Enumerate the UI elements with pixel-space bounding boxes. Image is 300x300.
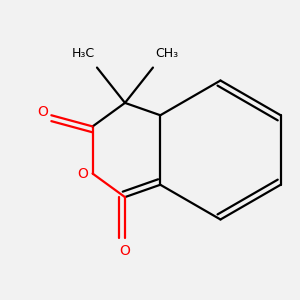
Text: CH₃: CH₃ xyxy=(155,47,178,60)
Text: O: O xyxy=(119,244,130,258)
Text: O: O xyxy=(77,167,88,181)
Text: O: O xyxy=(38,105,48,119)
Text: H₃C: H₃C xyxy=(71,47,94,60)
